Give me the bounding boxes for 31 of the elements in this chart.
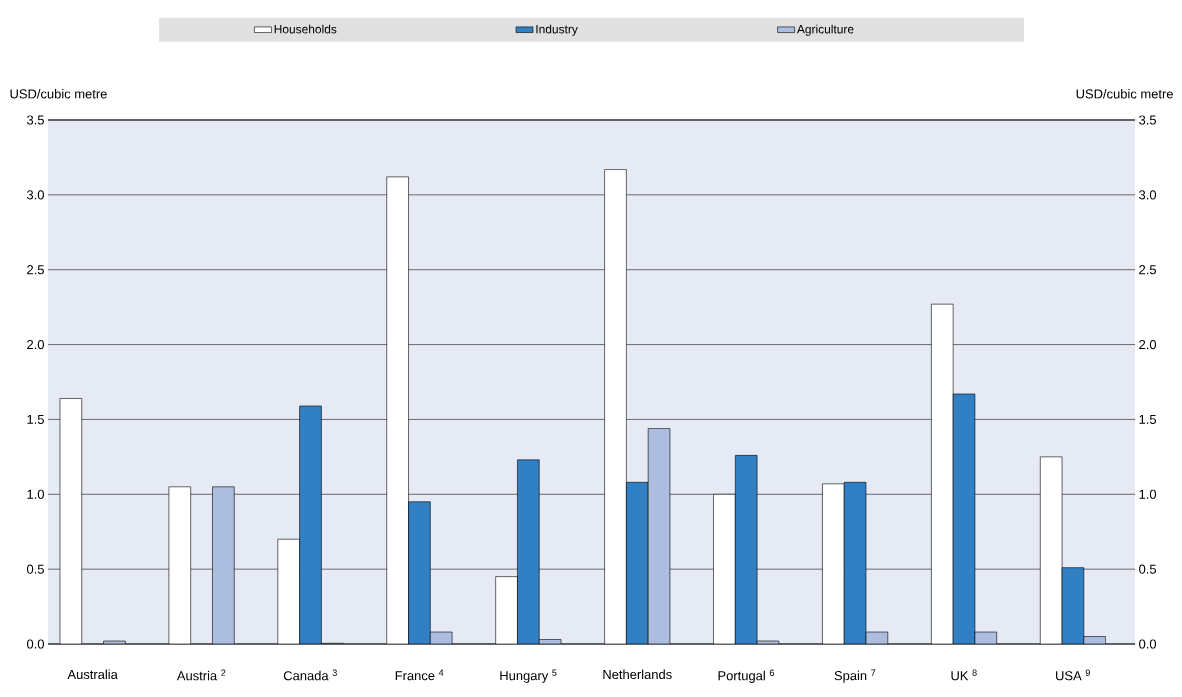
y2-tick-label: 2.5	[1139, 265, 1157, 275]
y-tick-label: 2.0	[27, 339, 44, 350]
x-tick-label: Australia	[67, 669, 118, 680]
y2-tick-label: 1.5	[1139, 414, 1157, 424]
y-tick-label: 0.0	[26, 639, 44, 649]
y2-tick-label: 3.5	[1139, 115, 1157, 125]
y-tick-label: 3.5	[26, 115, 44, 125]
x-tick-label: Spain $^{7}$	[834, 669, 876, 683]
legend-label: Industry	[536, 24, 578, 36]
y-axis-title: USD/cubic metre	[10, 88, 107, 99]
y2-axis-title: USD/cubic metre	[1076, 88, 1173, 99]
y-tick-label: 1.5	[27, 414, 44, 424]
y-tick-label: 2.5	[27, 265, 44, 275]
y2-tick-label: 1.0	[1139, 489, 1157, 499]
y2-tick-label: 0.5	[1139, 564, 1157, 574]
y-tick-label: 0.5	[26, 564, 44, 574]
legend-label: Households	[274, 24, 337, 34]
legend-label: Agriculture	[796, 24, 854, 36]
x-tick-label: Netherlands	[603, 669, 672, 680]
x-tick-label: USA $^{9}$	[1056, 669, 1090, 681]
y-tick-label: 3.0	[26, 190, 44, 200]
y2-tick-label: 3.0	[1139, 190, 1157, 200]
x-tick-label: UK $^{8}$	[951, 669, 977, 681]
x-tick-label: Canada $^{3}$	[283, 669, 337, 681]
x-tick-label: France $^{4}$	[395, 669, 444, 681]
x-tick-label: Portugal $^{6}$	[718, 669, 774, 683]
x-tick-label: Hungary $^{5}$	[500, 669, 557, 683]
y-tick-label: 1.0	[27, 489, 44, 499]
y2-tick-label: 2.0	[1139, 339, 1157, 350]
x-tick-label: Austria $^{2}$	[176, 669, 226, 681]
y2-tick-label: 0.0	[1139, 639, 1157, 649]
